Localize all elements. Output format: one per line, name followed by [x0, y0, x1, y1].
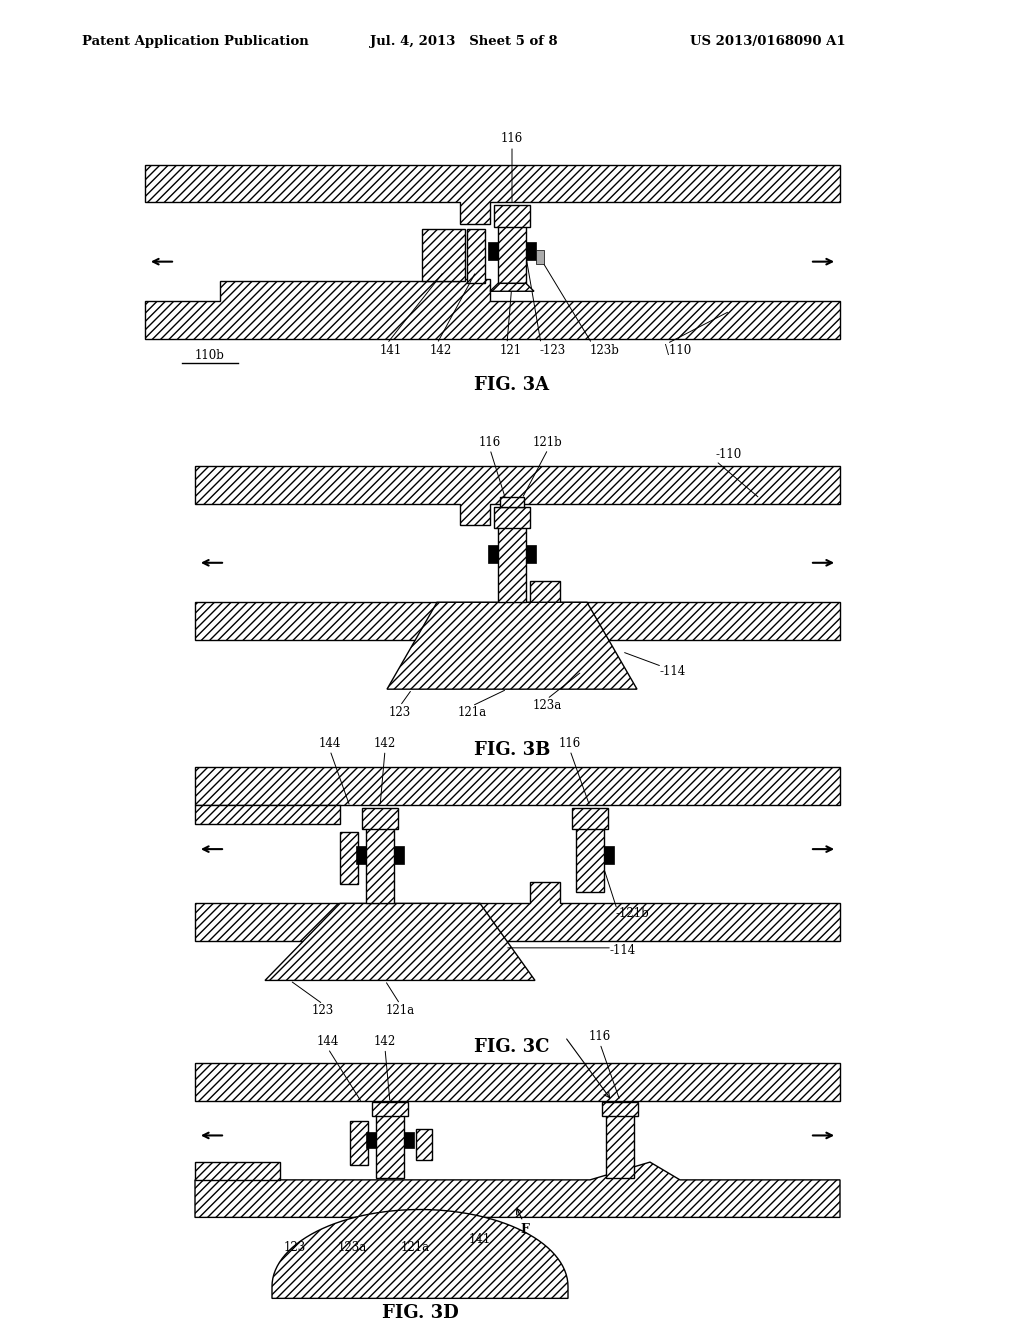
Text: 116: 116 [559, 737, 582, 750]
Text: 116: 116 [589, 1030, 611, 1043]
Bar [602, 1102, 638, 1115]
Polygon shape [265, 903, 535, 981]
Text: 142: 142 [430, 345, 453, 356]
Text: -123: -123 [540, 345, 566, 356]
Text: 123a: 123a [532, 700, 561, 713]
Text: -114: -114 [610, 944, 636, 957]
Text: FIG. 3A: FIG. 3A [474, 376, 550, 395]
Bar [366, 1133, 376, 1148]
Bar [498, 224, 526, 284]
Bar [572, 808, 608, 829]
Polygon shape [422, 230, 465, 281]
Text: 142: 142 [374, 737, 396, 750]
Polygon shape [195, 466, 840, 525]
Polygon shape [195, 1162, 840, 1217]
Text: 116: 116 [501, 132, 523, 145]
Text: Patent Application Publication: Patent Application Publication [82, 34, 309, 48]
Text: 121a: 121a [385, 1003, 415, 1016]
Text: FIG. 3D: FIG. 3D [382, 1304, 459, 1320]
Text: 123: 123 [312, 1003, 334, 1016]
Text: 141: 141 [380, 345, 402, 356]
Bar [526, 242, 536, 260]
Bar [536, 249, 544, 264]
Text: -114: -114 [660, 665, 686, 678]
Bar [356, 846, 366, 863]
Text: -110: -110 [715, 447, 741, 461]
Text: FIG. 3C: FIG. 3C [474, 1038, 550, 1056]
Bar [372, 1102, 408, 1115]
Bar [467, 230, 485, 284]
Text: 121: 121 [500, 345, 522, 356]
Bar [498, 523, 526, 602]
Text: 144: 144 [318, 737, 341, 750]
Bar [494, 507, 530, 528]
Text: Jul. 4, 2013   Sheet 5 of 8: Jul. 4, 2013 Sheet 5 of 8 [370, 34, 558, 48]
Bar [488, 242, 498, 260]
Polygon shape [195, 805, 340, 825]
Text: 121a: 121a [400, 1241, 429, 1254]
Text: 121a: 121a [458, 706, 486, 719]
Bar [494, 206, 530, 227]
Text: US 2013/0168090 A1: US 2013/0168090 A1 [690, 34, 846, 48]
Bar [394, 846, 404, 863]
Bar [604, 846, 614, 863]
Polygon shape [195, 581, 840, 640]
Text: -121b: -121b [615, 907, 649, 920]
Text: 110b: 110b [195, 348, 225, 362]
Text: 116: 116 [479, 436, 501, 449]
Text: 142: 142 [374, 1035, 396, 1048]
Polygon shape [195, 882, 840, 941]
Text: 123: 123 [284, 1241, 306, 1254]
Polygon shape [490, 284, 534, 292]
Bar [340, 833, 358, 883]
Polygon shape [145, 165, 840, 224]
Bar [526, 545, 536, 562]
Text: 141: 141 [469, 1233, 492, 1246]
Polygon shape [195, 1162, 280, 1180]
Bar [404, 1133, 414, 1148]
Bar [350, 1121, 368, 1166]
Polygon shape [387, 602, 637, 689]
Text: \110: \110 [665, 345, 691, 356]
Text: 121b: 121b [534, 436, 563, 449]
Bar [606, 1113, 634, 1177]
Polygon shape [195, 767, 840, 805]
Text: 144: 144 [316, 1035, 339, 1048]
Text: 123a: 123a [337, 1241, 367, 1254]
Bar [488, 545, 498, 562]
Text: 123: 123 [389, 706, 411, 719]
Bar [376, 1113, 404, 1177]
Bar [575, 826, 604, 891]
Polygon shape [145, 280, 840, 339]
Text: F: F [520, 1222, 529, 1236]
Text: 123b: 123b [590, 345, 620, 356]
Bar [362, 808, 398, 829]
Text: FIG. 3B: FIG. 3B [474, 742, 550, 759]
Polygon shape [272, 1209, 568, 1299]
Bar [500, 496, 524, 507]
Bar [366, 826, 394, 903]
Polygon shape [195, 1064, 840, 1101]
Bar [416, 1129, 432, 1160]
